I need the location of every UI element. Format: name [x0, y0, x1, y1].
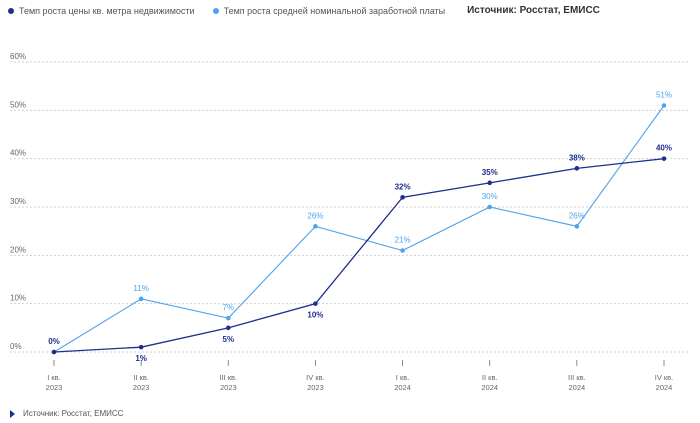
- data-point-1: [574, 166, 580, 171]
- legend-item-salary: Темп роста средней номинальной заработно…: [212, 5, 446, 16]
- x-tick-label: I кв.: [396, 373, 410, 382]
- x-tick-label-year: 2023: [307, 383, 324, 392]
- y-tick-label: 10%: [10, 294, 26, 303]
- data-point-2: [487, 204, 493, 210]
- x-tick-label-year: 2023: [46, 383, 63, 392]
- y-tick-label: 20%: [10, 245, 26, 254]
- x-tick-label: III кв.: [568, 373, 586, 382]
- data-point-1: [51, 349, 57, 355]
- x-tick-label-year: 2023: [220, 383, 237, 392]
- legend-source: Источник: Росстат, ЕМИСС: [467, 5, 600, 16]
- data-label-1: 38%: [569, 153, 585, 162]
- data-label-2: 11%: [133, 284, 148, 293]
- x-tick-mark: I: [53, 359, 55, 368]
- x-tick-label: III кв.: [219, 373, 237, 382]
- series-line-1: [53, 158, 665, 353]
- y-tick-label: 30%: [10, 197, 26, 206]
- legend-marker-price: [8, 7, 14, 14]
- x-tick-label: II кв.: [482, 373, 498, 382]
- x-tick-mark: I: [576, 359, 578, 368]
- x-tick-mark: I: [401, 359, 403, 368]
- x-tick-label: I кв.: [47, 373, 61, 382]
- legend-label-salary: Темп роста средней номинальной заработно…: [223, 5, 446, 16]
- chart-legend: Темп роста цены кв. метра недвижимости Т…: [8, 5, 600, 16]
- data-label-2: 7%: [223, 303, 235, 312]
- x-tick-mark: I: [314, 359, 316, 368]
- data-point-1: [138, 344, 144, 350]
- x-tick-label: IV кв.: [306, 373, 325, 382]
- data-label-2: 26%: [307, 211, 323, 220]
- data-point-1: [487, 180, 493, 186]
- data-label-2: 30%: [482, 192, 498, 201]
- x-tick-label: IV кв.: [655, 373, 674, 382]
- legend-label-price: Темп роста цены кв. метра недвижимости: [19, 5, 195, 16]
- data-point-2: [574, 224, 580, 229]
- data-point-1: [661, 156, 667, 161]
- footer-source-text: Источник: Росстат, ЕМИСС: [23, 409, 124, 418]
- x-tick-mark: I: [489, 359, 491, 368]
- y-tick-label: 0%: [10, 342, 22, 351]
- series-line-2: [53, 105, 665, 353]
- data-point-2: [400, 248, 405, 253]
- data-label-1: 35%: [482, 168, 498, 177]
- x-tick-mark: I: [663, 359, 665, 368]
- data-label-1: 40%: [656, 144, 672, 153]
- data-label-1: 0%: [48, 337, 60, 346]
- data-point-2: [225, 315, 231, 321]
- x-tick-label-year: 2024: [394, 383, 411, 392]
- x-tick-label-year: 2024: [656, 383, 673, 392]
- data-point-1: [400, 195, 405, 200]
- data-label-1: 5%: [223, 335, 235, 344]
- y-tick-label: 40%: [10, 149, 26, 158]
- data-point-2: [138, 296, 144, 302]
- x-tick-label-year: 2024: [569, 383, 586, 392]
- data-label-1: 1%: [135, 354, 147, 363]
- data-label-2: 26%: [569, 211, 585, 220]
- x-tick-label-year: 2024: [481, 383, 498, 392]
- footer-source: Источник: Росстат, ЕМИСС: [10, 409, 123, 418]
- x-tick-mark: I: [227, 359, 229, 368]
- x-tick-label: II кв.: [133, 373, 149, 382]
- triangle-icon: [10, 409, 15, 418]
- y-tick-label: 60%: [10, 52, 26, 61]
- data-label-2: 21%: [395, 236, 411, 245]
- x-tick-label-year: 2023: [133, 383, 150, 392]
- y-tick-label: 50%: [10, 100, 26, 109]
- data-label-2: 51%: [656, 91, 672, 100]
- legend-item-price: Темп роста цены кв. метра недвижимости: [8, 6, 195, 16]
- data-point-1: [313, 301, 318, 306]
- data-point-2: [661, 103, 667, 108]
- data-label-1: 10%: [307, 311, 323, 320]
- data-label-1: 32%: [395, 182, 411, 191]
- data-point-1: [225, 325, 231, 331]
- x-tick-mark: I: [140, 359, 142, 368]
- data-point-2: [313, 224, 318, 229]
- legend-marker-salary: [212, 7, 219, 14]
